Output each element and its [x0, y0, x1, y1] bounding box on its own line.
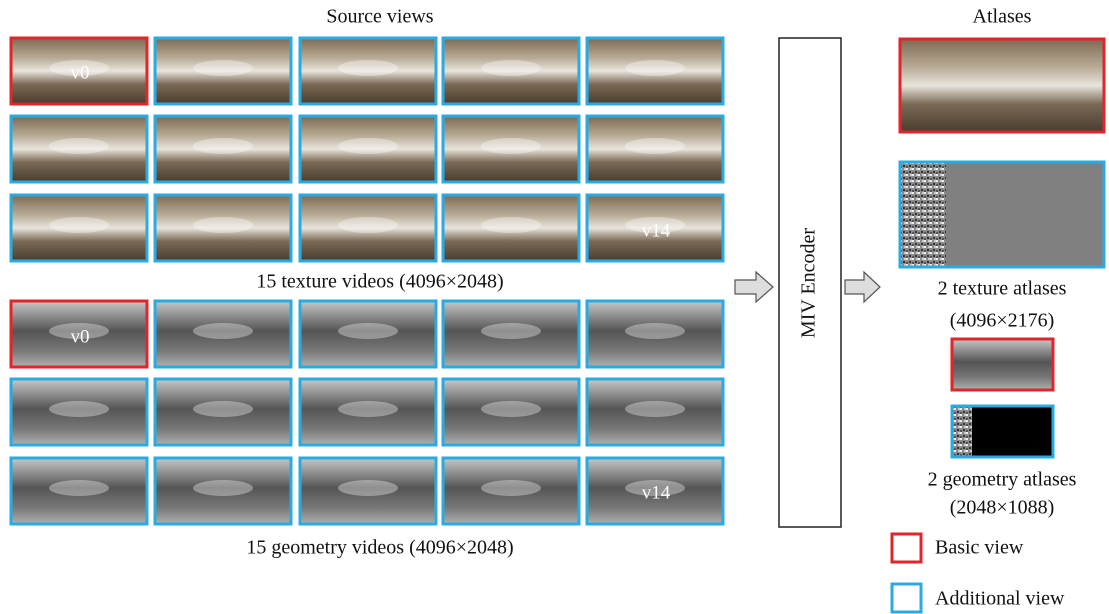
atlas-caption: 2 geometry atlases	[928, 469, 1077, 491]
view-highlight	[481, 60, 541, 76]
view-highlight	[481, 217, 541, 233]
view-highlight	[338, 401, 398, 417]
geometry-caption: 15 geometry videos (4096×2048)	[246, 537, 513, 559]
view-highlight	[481, 480, 541, 496]
view-highlight	[193, 217, 253, 233]
view-highlight	[338, 217, 398, 233]
view-highlight	[481, 401, 541, 417]
view-highlight	[193, 480, 253, 496]
arrow	[735, 272, 773, 302]
view-label: v14	[642, 482, 671, 503]
view-highlight	[338, 480, 398, 496]
legend-swatch	[892, 534, 921, 562]
view-highlight	[193, 401, 253, 417]
view-highlight	[49, 480, 109, 496]
view-highlight	[49, 138, 109, 154]
legend-label: Additional view	[935, 588, 1065, 610]
diagram: Source views 15 texture videos (4096×204…	[0, 0, 1109, 614]
view-highlight	[625, 138, 685, 154]
encoder-label: MIV Encoder	[798, 228, 820, 338]
view-highlight	[193, 60, 253, 76]
view-highlight	[338, 138, 398, 154]
atlas-caption: 2 texture atlases	[938, 278, 1067, 300]
atlas-patches	[952, 406, 972, 457]
source-title: Source views	[326, 6, 433, 28]
atlases-title: Atlases	[973, 6, 1032, 28]
view-label: v0	[71, 62, 90, 83]
arrow	[845, 272, 880, 302]
page: {"source_views": {"title": "Source views…	[0, 0, 1109, 614]
legend-label: Basic view	[935, 537, 1024, 559]
legend-swatch	[892, 584, 921, 612]
view-label: v14	[642, 220, 671, 241]
view-highlight	[49, 217, 109, 233]
view-highlight	[625, 401, 685, 417]
view-highlight	[193, 138, 253, 154]
view-highlight	[481, 138, 541, 154]
atlas-caption: (4096×2176)	[950, 310, 1055, 332]
view-highlight	[625, 60, 685, 76]
view-highlight	[481, 323, 541, 339]
view-highlight	[193, 323, 253, 339]
view-highlight	[625, 323, 685, 339]
atlas-caption: (2048×1088)	[950, 497, 1055, 519]
texture-caption: 15 texture videos (4096×2048)	[256, 271, 503, 293]
view-highlight	[338, 60, 398, 76]
atlas-patches	[900, 162, 946, 267]
geometry-atlas	[952, 339, 1053, 390]
view-highlight	[49, 401, 109, 417]
texture-atlas	[900, 39, 1104, 132]
view-label: v0	[71, 326, 90, 347]
view-highlight	[338, 323, 398, 339]
